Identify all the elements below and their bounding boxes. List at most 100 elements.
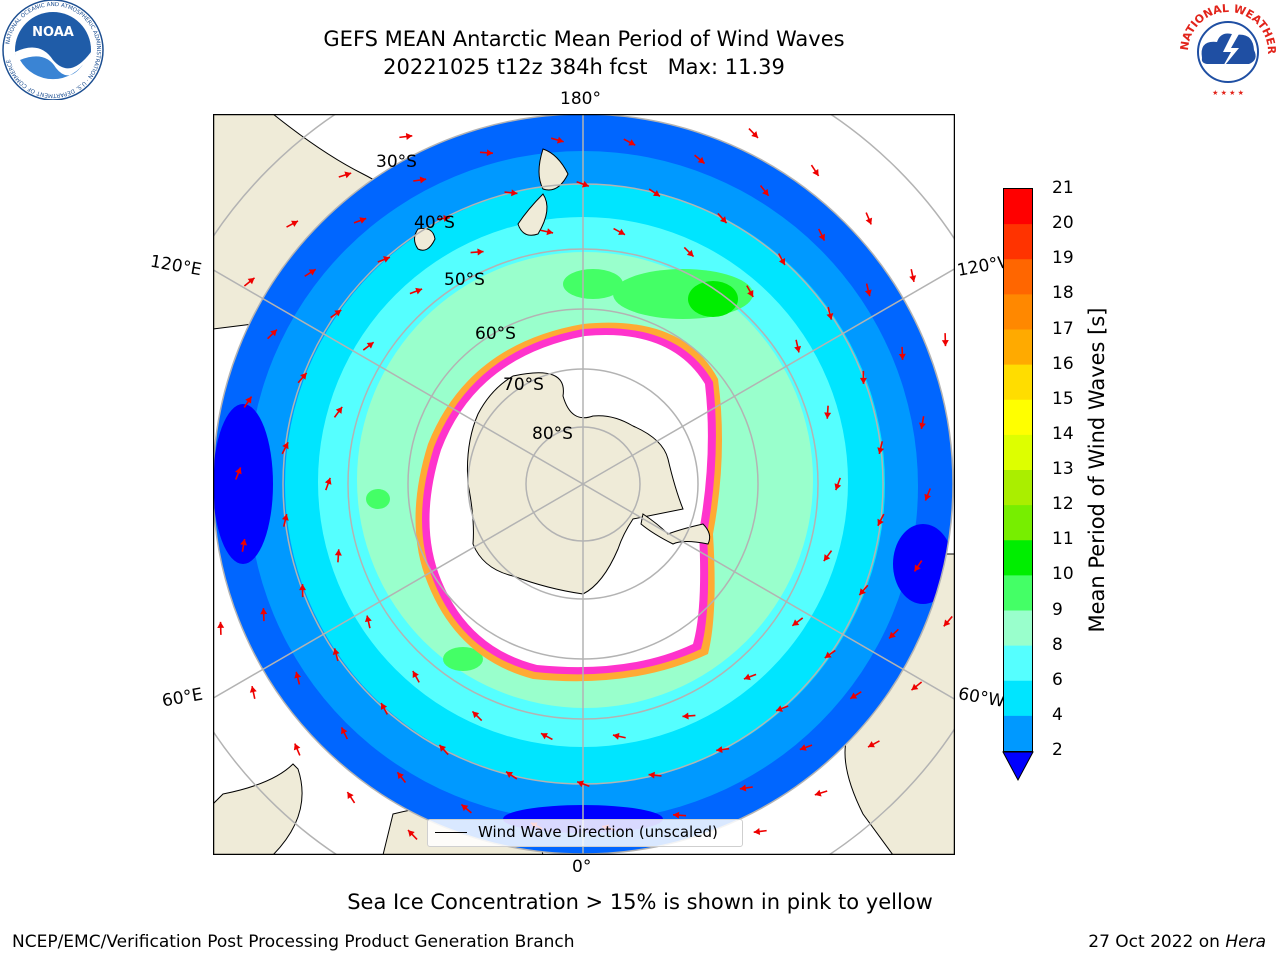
wave-arrow-head	[824, 412, 832, 419]
legend-label: Wind Wave Direction (unscaled)	[478, 823, 718, 841]
wave-arrow-head	[628, 139, 636, 146]
wave-arrow-head	[332, 648, 340, 656]
colorbar-tick-label: 15	[1052, 388, 1074, 409]
colorbar-segment	[1003, 610, 1033, 647]
wave-arrow-head	[859, 588, 866, 596]
wave-arrow-head	[540, 733, 548, 740]
colorbar-tick-label: 11	[1052, 529, 1074, 550]
wave-arrow-head	[778, 258, 786, 265]
colorbar-tick-label: 12	[1052, 494, 1074, 515]
wave-arrow-head	[799, 744, 807, 751]
lat-label-40s: 40°S	[414, 213, 455, 233]
wave-arrow-head	[877, 447, 885, 454]
lon-label-60e: 60°E	[160, 684, 205, 712]
wave-arrow-head	[914, 564, 921, 572]
colorbar-tick-label: 10	[1052, 564, 1074, 585]
wave-arrow-head	[618, 228, 626, 235]
wave-arrow-head	[359, 217, 367, 224]
wave-arrow-head	[850, 692, 858, 699]
wave-arrow-head	[249, 686, 257, 693]
wave-arrow-head	[245, 396, 252, 404]
wave-arrow-head	[648, 771, 655, 779]
wave-arrow-head	[334, 310, 342, 317]
wave-arrow-head	[324, 477, 332, 485]
wave-arrow-head	[943, 619, 951, 627]
wave-arrow-head	[511, 189, 518, 197]
wave-arrow-head	[824, 651, 832, 658]
wave-arrow-head	[898, 353, 906, 360]
colorbar-tick-label: 2	[1052, 740, 1063, 760]
wave-arrow-head	[347, 792, 354, 799]
wave-arrow-head	[412, 671, 419, 678]
legend-line-sample	[435, 832, 467, 833]
colorbar-segment	[1003, 399, 1033, 436]
colorbar-tick-label: 19	[1052, 248, 1074, 269]
wave-arrow-head	[867, 741, 875, 748]
colorbar-segment	[1003, 680, 1033, 717]
lat-label-80s: 80°S	[532, 424, 573, 444]
wave-arrow-head	[697, 156, 705, 164]
wave-arrow-head	[299, 584, 307, 591]
wave-arrow-head	[308, 269, 316, 276]
new-zealand-land-2	[517, 193, 548, 236]
colorbar-tick-label: 6	[1052, 669, 1063, 690]
map-title-line2: 20221025 t12z 384h fcst Max: 11.39	[383, 55, 785, 79]
new-zealand-land	[538, 148, 569, 191]
colorbar-segment	[1003, 189, 1033, 225]
wave-arrow-head	[477, 248, 484, 256]
colorbar-segment	[1003, 329, 1033, 366]
colorbar-tick-label: 21	[1052, 178, 1074, 198]
wave-arrow-head	[577, 780, 584, 788]
wave-arrow-head	[826, 312, 834, 320]
wave-arrow-head	[293, 743, 301, 751]
wave-arrow-head	[415, 287, 423, 295]
wave-arrow-head	[834, 483, 842, 491]
wave-arrow-head	[941, 340, 949, 347]
wave-arrow-head	[260, 608, 268, 615]
colorbar-tick-label: 16	[1052, 353, 1074, 374]
wave-arrow-head	[472, 711, 480, 719]
colorbar-under-triangle	[1002, 751, 1034, 782]
tasmania-land	[414, 228, 436, 251]
wave-arrow-head	[235, 467, 242, 475]
wave-arrow-head	[751, 131, 758, 138]
colorbar-tick-label: 17	[1052, 318, 1074, 339]
wave-arrow-head	[344, 171, 352, 179]
wave-arrow-head	[439, 744, 447, 752]
map-legend: Wind Wave Direction (unscaled)	[427, 819, 743, 847]
colorbar-segment	[1003, 505, 1033, 541]
wave-arrow-head	[682, 712, 689, 720]
svg-text:NOAA: NOAA	[32, 25, 74, 40]
wave-arrow-head	[282, 442, 289, 450]
lat-label-30s: 30°S	[376, 152, 417, 172]
africa-land	[213, 763, 303, 855]
wave-arrow-head	[909, 275, 917, 282]
wind-wave-arrows	[217, 128, 953, 840]
wave-arrow-head	[673, 811, 680, 819]
footer-date: 27 Oct 2022 on	[1088, 932, 1226, 952]
wave-arrow-head	[408, 830, 415, 837]
colorbar-segment	[1003, 224, 1033, 260]
wave-arrow-head	[341, 727, 348, 735]
wave-arrow-head	[911, 683, 919, 691]
colorbar-segment	[1003, 645, 1033, 682]
wave-arrow-head	[918, 422, 926, 430]
wave-arrow-head	[739, 784, 747, 792]
colorbar-tick-label: 13	[1052, 459, 1074, 479]
colorbar-segment	[1003, 540, 1033, 576]
wave-arrow-head	[924, 493, 931, 501]
wave-arrow-head	[823, 554, 831, 562]
wave-arrow-head	[612, 732, 620, 740]
wave-arrow-head	[877, 518, 884, 526]
colorbar-segment	[1003, 364, 1033, 401]
wave-arrow-head	[719, 216, 727, 224]
wave-arrow-head	[366, 342, 374, 349]
colorbar-tick-label: 20	[1052, 213, 1074, 234]
colorbar-tick-label: 14	[1052, 423, 1074, 444]
noaa-logo: NATIONAL OCEANIC AND ATMOSPHERIC ADMINIS…	[2, 0, 104, 100]
colorbar	[1002, 188, 1034, 782]
wave-arrow-head	[486, 149, 493, 157]
lat-label-50s: 50°S	[444, 270, 485, 290]
colorbar-segment	[1003, 575, 1033, 611]
wave-arrow-head	[794, 345, 802, 353]
